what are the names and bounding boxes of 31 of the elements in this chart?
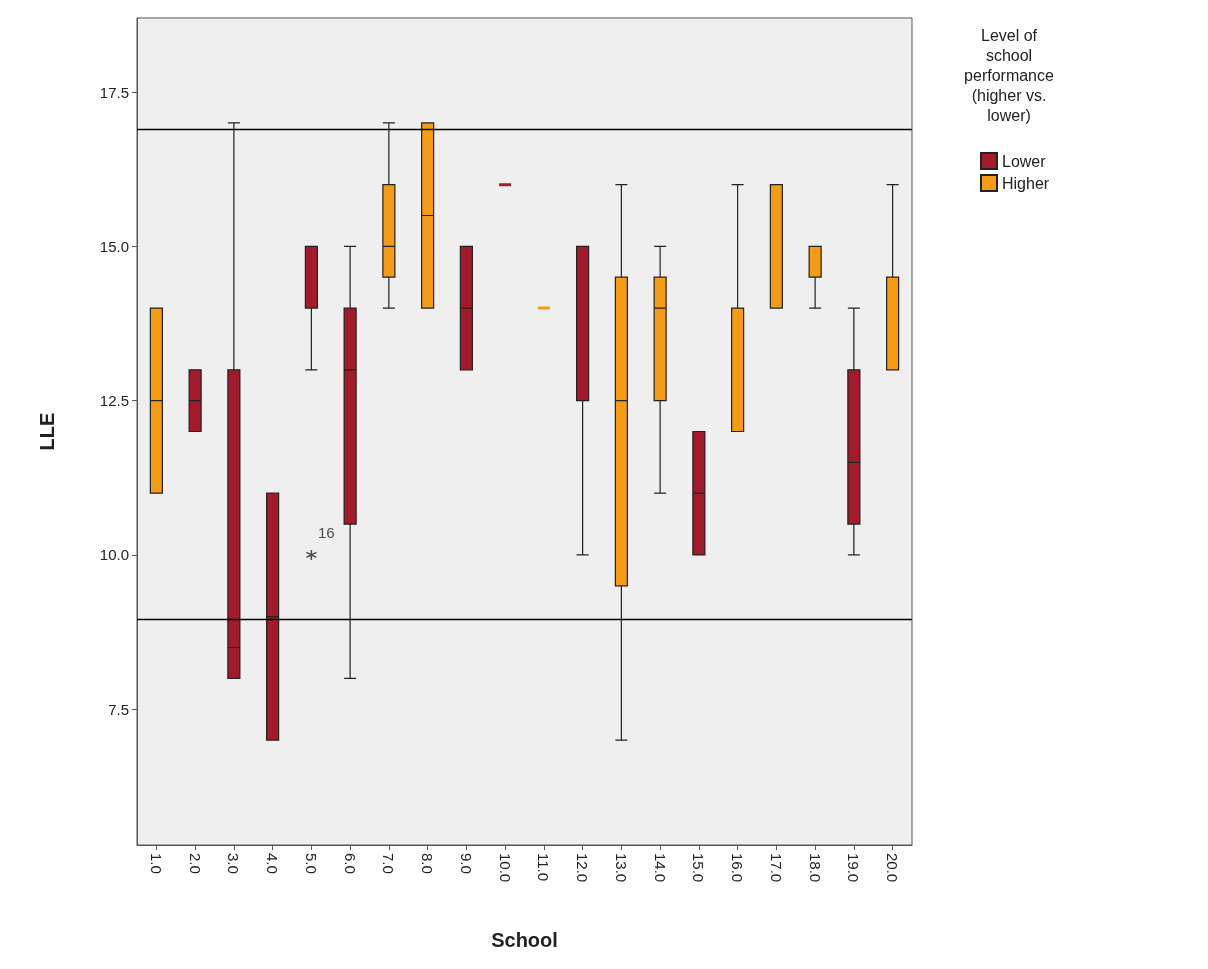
y-tick-label: 15.0 <box>99 237 129 255</box>
x-tick-label: 12.0 <box>574 853 592 883</box>
y-axis-title: LLE <box>36 412 58 451</box>
x-tick-label: 7.0 <box>380 853 398 874</box>
legend-label: Lower <box>1002 152 1047 170</box>
x-tick-label: 15.0 <box>690 853 708 883</box>
legend-title: Level of school performance (higher vs. lower) <box>964 26 1055 124</box>
x-tick-label: 1.0 <box>147 853 165 874</box>
x-tick-label: 14.0 <box>651 853 669 883</box>
x-tick-label: 13.0 <box>612 853 630 883</box>
x-tick-label: 3.0 <box>225 853 243 874</box>
x-tick-label: 19.0 <box>845 853 863 883</box>
x-tick-label: 18.0 <box>806 853 824 883</box>
y-tick-label: 7.5 <box>108 700 129 718</box>
x-tick-label: 17.0 <box>767 853 785 883</box>
x-tick-label: 6.0 <box>341 853 359 874</box>
x-tick-label: 4.0 <box>264 853 282 874</box>
y-tick-label: 17.5 <box>99 83 129 101</box>
y-tick-label: 10.0 <box>99 546 129 564</box>
y-tick-label: 12.5 <box>99 392 129 410</box>
x-tick-label: 2.0 <box>186 853 204 874</box>
x-tick-label: 10.0 <box>496 853 514 883</box>
x-tick-label: 8.0 <box>419 853 437 874</box>
x-tick-label: 9.0 <box>457 853 475 874</box>
annotation: 16 <box>317 524 335 542</box>
x-tick-label: 20.0 <box>884 853 902 883</box>
legend-label: Higher <box>1002 174 1050 192</box>
x-tick-label: 5.0 <box>302 853 320 874</box>
x-tick-label: 16.0 <box>729 853 747 883</box>
x-tick-label: 11.0 <box>535 853 553 882</box>
x-axis-title: School <box>491 929 558 951</box>
